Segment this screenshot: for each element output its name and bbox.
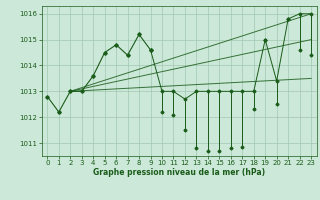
X-axis label: Graphe pression niveau de la mer (hPa): Graphe pression niveau de la mer (hPa) bbox=[93, 168, 265, 177]
